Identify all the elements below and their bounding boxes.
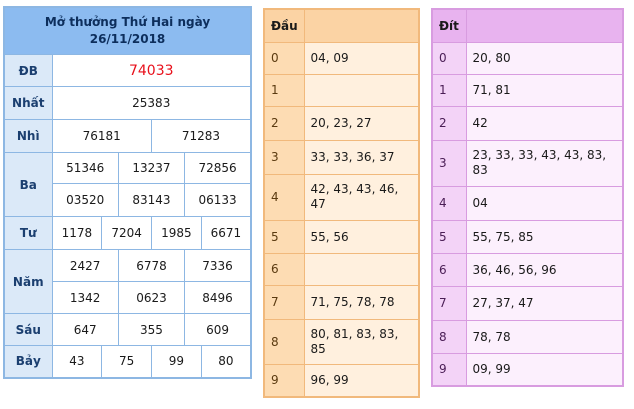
prize-nam-value: 8496	[184, 281, 252, 314]
prize-ba-value: 51346	[51, 152, 119, 184]
prize-nhat-value: 25383	[51, 86, 252, 120]
dau-digit: 8	[263, 318, 305, 365]
dau-digit: 9	[263, 363, 305, 398]
results-title-date: 26/11/2018	[89, 32, 166, 46]
dau-digit: 4	[263, 173, 305, 221]
prize-ba-value: 72856	[184, 152, 252, 184]
dit-digit: 5	[431, 219, 467, 254]
prize-ba-value: 13237	[117, 152, 186, 184]
dit-digit: 6	[431, 252, 467, 287]
prize-nam-value: 1342	[51, 281, 119, 314]
dit-digit: 0	[431, 41, 467, 75]
dit-numbers: 36, 46, 56, 96	[465, 252, 624, 287]
prize-sau-value: 355	[117, 313, 186, 346]
dau-digit: 7	[263, 284, 305, 320]
dit-numbers: 42	[465, 105, 624, 141]
dau-header: Đầu	[263, 8, 305, 43]
dau-numbers: 33, 33, 36, 37	[303, 139, 420, 175]
dau-digit: 2	[263, 105, 305, 141]
prize-label-tu: Tư	[3, 216, 53, 250]
dau-header-blank	[303, 8, 420, 43]
dit-digit: 8	[431, 319, 467, 354]
prize-nam-value: 0623	[117, 281, 186, 314]
dau-numbers: 55, 56	[303, 219, 420, 254]
prize-label-nhi: Nhì	[3, 119, 53, 153]
dau-digit: 5	[263, 219, 305, 254]
dau-numbers: 04, 09	[303, 41, 420, 75]
prize-nam-value: 7336	[184, 249, 252, 282]
results-title: Mở thưởng Thứ Hai ngày 26/11/2018	[3, 6, 252, 55]
prize-label-db: ĐB	[3, 54, 53, 87]
dit-numbers: 71, 81	[465, 73, 624, 107]
dau-table: Đầu 0 04, 09 1 2 20, 23, 27 3 33, 33, 36, 3…	[263, 8, 420, 398]
prize-nhi-value: 71283	[150, 119, 252, 153]
dau-numbers: 80, 81, 83, 83, 85	[303, 318, 420, 365]
results-title-line1: Mở thưởng Thứ Hai ngày	[44, 15, 211, 29]
dau-numbers: 71, 75, 78, 78	[303, 284, 420, 320]
prize-bay-value: 75	[101, 345, 152, 378]
dau-digit: 0	[263, 41, 305, 75]
prize-tu-value: 1985	[150, 216, 202, 250]
dit-digit: 3	[431, 139, 467, 187]
results-table: Mở thưởng Thứ Hai ngày 26/11/2018 ĐB 740…	[3, 6, 252, 379]
dit-numbers: 55, 75, 85	[465, 219, 624, 254]
prize-tu-value: 1178	[51, 216, 103, 250]
dit-numbers: 09, 99	[465, 352, 624, 387]
prize-sau-value: 609	[184, 313, 252, 346]
prize-label-nhat: Nhất	[3, 86, 53, 120]
dit-numbers: 23, 33, 33, 43, 43, 83, 83	[465, 139, 624, 187]
dau-digit: 3	[263, 139, 305, 175]
dit-header: Đít	[431, 8, 467, 43]
dit-numbers: 20, 80	[465, 41, 624, 75]
dit-numbers: 04	[465, 185, 624, 221]
dau-numbers: 20, 23, 27	[303, 105, 420, 141]
prize-bay-value: 80	[200, 345, 252, 378]
prize-ba-value: 03520	[51, 183, 119, 217]
prize-ba-value: 83143	[117, 183, 186, 217]
dit-digit: 9	[431, 352, 467, 387]
dit-digit: 4	[431, 185, 467, 221]
dit-numbers: 27, 37, 47	[465, 285, 624, 321]
prize-nhi-value: 76181	[51, 119, 152, 153]
dit-table: Đít 0 20, 80 1 71, 81 2 42 3 23, 33, 33, 43,…	[431, 8, 624, 387]
dit-header-blank	[465, 8, 624, 43]
dit-digit: 1	[431, 73, 467, 107]
dau-numbers: 96, 99	[303, 363, 420, 398]
prize-ba-value: 06133	[184, 183, 252, 217]
prize-label-ba: Ba	[3, 152, 53, 217]
dit-digit: 2	[431, 105, 467, 141]
dau-numbers: 42, 43, 43, 46, 47	[303, 173, 420, 221]
prize-nam-value: 2427	[51, 249, 119, 282]
dau-digit: 1	[263, 73, 305, 107]
prize-label-nam: Năm	[3, 249, 53, 314]
prize-bay-value: 43	[51, 345, 103, 378]
prize-db-value: 74033	[51, 54, 252, 87]
prize-nam-value: 6778	[117, 249, 186, 282]
dit-digit: 7	[431, 285, 467, 321]
prize-tu-value: 6671	[200, 216, 252, 250]
prize-label-sau: Sáu	[3, 313, 53, 346]
dau-digit: 6	[263, 252, 305, 286]
prize-sau-value: 647	[51, 313, 119, 346]
dit-numbers: 78, 78	[465, 319, 624, 354]
dau-numbers	[303, 252, 420, 286]
prize-tu-value: 7204	[101, 216, 152, 250]
prize-label-bay: Bảy	[3, 345, 53, 378]
dau-numbers	[303, 73, 420, 107]
prize-bay-value: 99	[150, 345, 202, 378]
